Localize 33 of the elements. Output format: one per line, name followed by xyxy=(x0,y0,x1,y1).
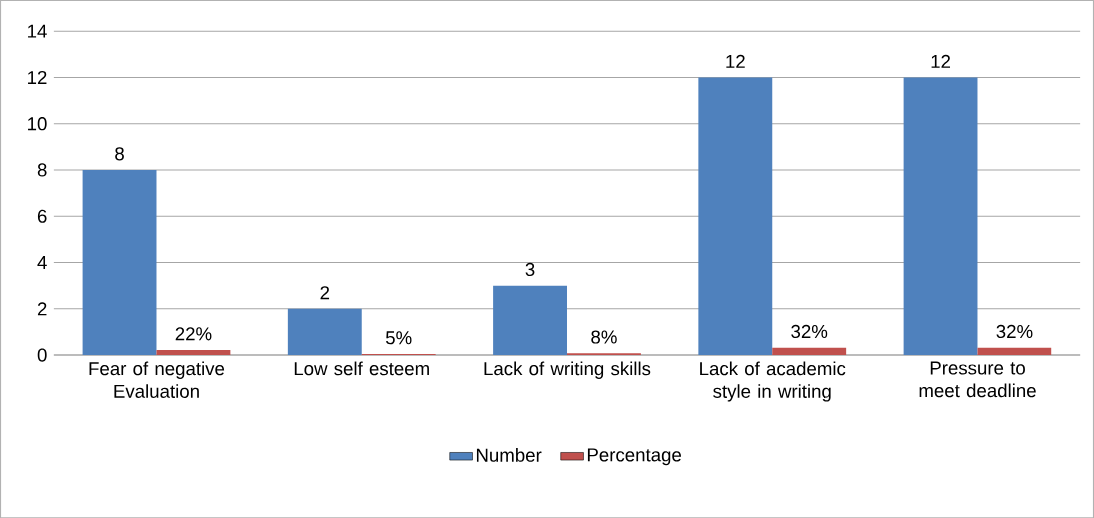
data-label: 22% xyxy=(175,327,212,341)
bar xyxy=(977,347,1052,355)
y-tick-label: 14 xyxy=(28,24,47,38)
x-tick-label: Lack of writing skills xyxy=(484,361,651,379)
bar xyxy=(82,169,157,355)
bar xyxy=(287,308,362,355)
data-label: 12 xyxy=(931,54,951,68)
y-tick-label: 10 xyxy=(28,117,47,131)
data-label: 32% xyxy=(791,324,828,338)
y-tick-label: 12 xyxy=(28,70,47,84)
legend-label: Number xyxy=(476,448,542,462)
data-label: 5% xyxy=(385,331,412,345)
y-tick-label: 8 xyxy=(37,163,47,177)
bar xyxy=(772,347,847,355)
data-label: 2 xyxy=(320,286,330,300)
data-label: 12 xyxy=(726,54,745,68)
y-tick-label: 4 xyxy=(37,256,47,269)
y-tick-label: 2 xyxy=(37,302,47,316)
bar xyxy=(156,349,231,355)
data-label: 3 xyxy=(525,262,535,276)
x-tick-label: Low self esteem xyxy=(294,361,429,376)
data-label: 8 xyxy=(115,147,124,161)
legend-label: Percentage xyxy=(587,448,682,466)
x-tick-label: Lack of academic style in writing xyxy=(700,361,846,402)
data-label: 32% xyxy=(996,324,1033,338)
y-tick-label: 6 xyxy=(37,209,47,223)
bar xyxy=(493,285,567,355)
x-tick-label: Pressure to meet deadline xyxy=(919,361,1036,398)
y-tick-label: 0 xyxy=(37,348,47,362)
bar xyxy=(698,77,773,355)
bar xyxy=(903,77,978,355)
x-tick-label: Fear of negative Evaluation xyxy=(89,361,225,398)
data-label: 8% xyxy=(591,330,617,344)
